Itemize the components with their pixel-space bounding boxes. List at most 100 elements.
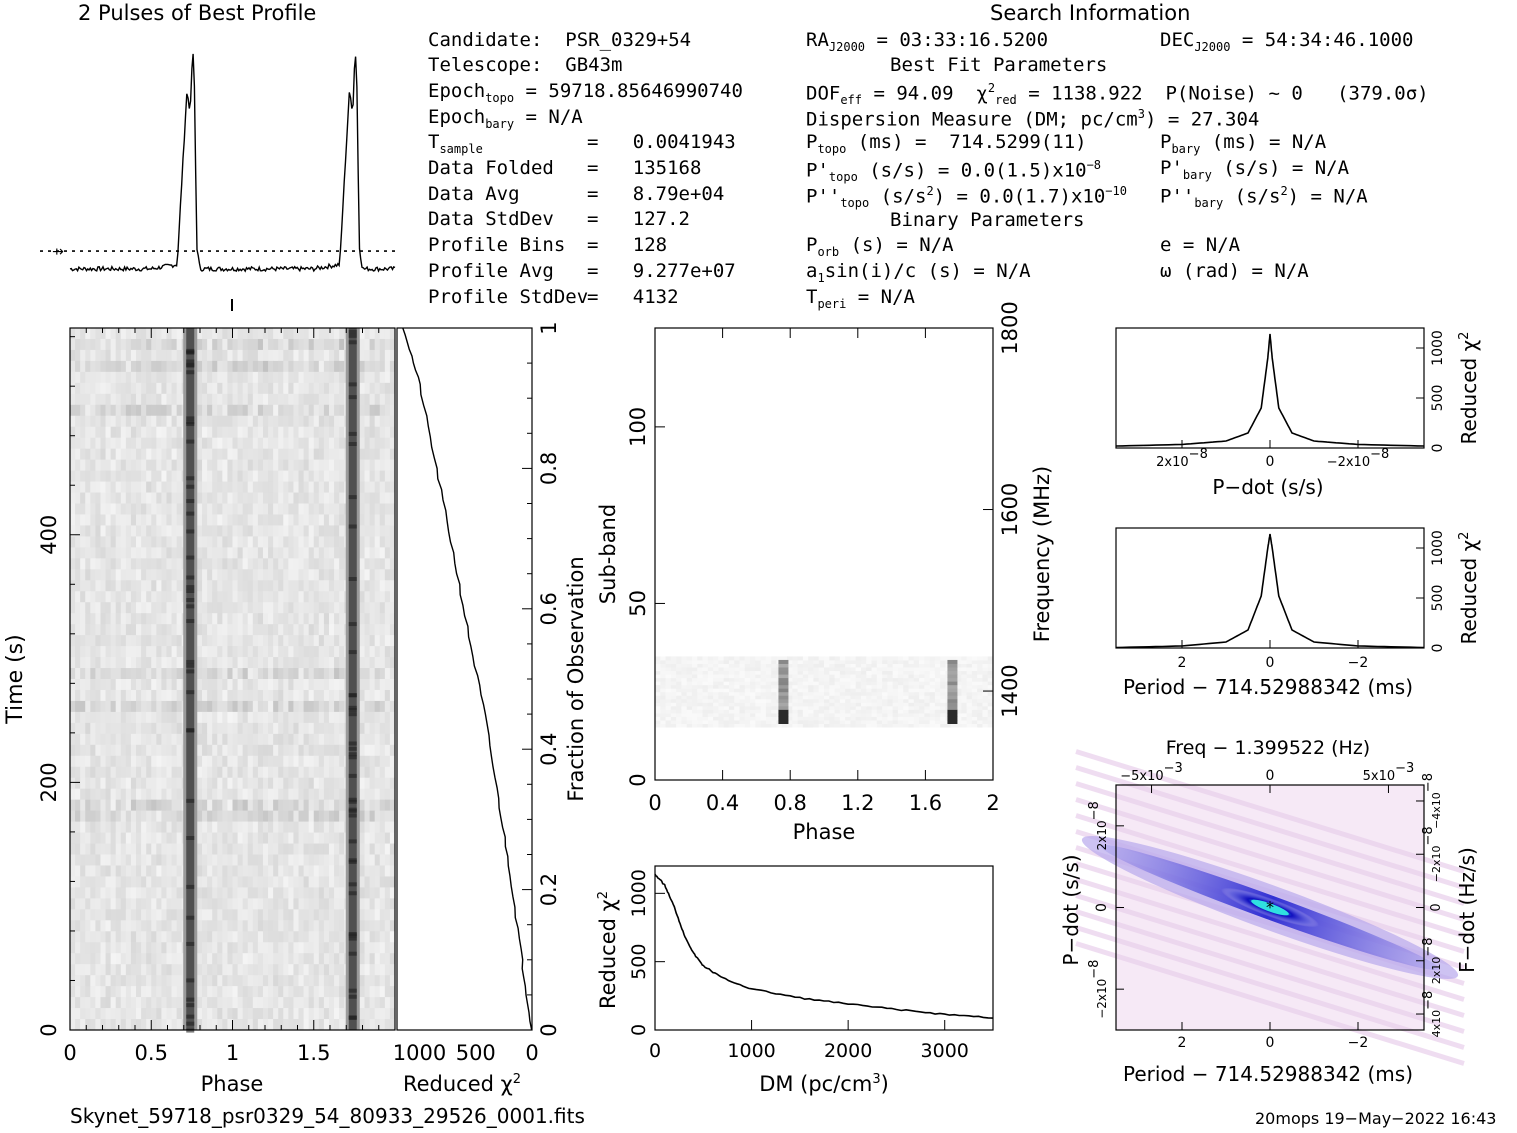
heatmap-cell — [136, 426, 142, 439]
heatmap-cell — [908, 712, 915, 717]
heatmap-cell — [247, 668, 254, 680]
heatmap-cell — [171, 404, 178, 417]
heatmap-cell — [196, 646, 203, 658]
heatmap-cell — [237, 360, 244, 373]
heatmap-cell — [318, 437, 325, 450]
heatmap-cell — [196, 679, 203, 691]
heatmap-cell — [90, 591, 96, 603]
heatmap-cell — [85, 843, 91, 855]
heatmap-cell — [374, 382, 381, 395]
heatmap-cell — [273, 679, 279, 691]
heatmap-cell — [855, 719, 862, 724]
heatmap-cell — [141, 799, 147, 812]
heatmap-cell — [328, 668, 335, 680]
heatmap-cell — [141, 426, 147, 439]
heatmap-cell — [328, 338, 335, 351]
heatmap-cell — [141, 459, 147, 472]
heatmap-cell — [166, 799, 173, 812]
heatmap-cell — [257, 766, 264, 779]
heatmap-cell — [100, 657, 107, 669]
heatmap-cell — [308, 942, 315, 954]
heatmap-cell — [268, 382, 274, 395]
heatmap-cell — [389, 1008, 396, 1020]
heatmap-cell — [929, 712, 936, 717]
heatmap-cell — [308, 997, 315, 1009]
heatmap-cell — [176, 525, 183, 537]
heatmap-cell — [924, 702, 931, 707]
heatmap-cell — [222, 492, 228, 504]
heatmap-cell — [318, 997, 325, 1009]
heatmap-cell — [166, 876, 173, 888]
heatmap-cell — [262, 349, 269, 362]
heatmap-cell — [283, 591, 289, 603]
heatmap-cell — [268, 1019, 274, 1031]
heatmap-cell — [956, 719, 962, 724]
heatmap-cell — [85, 393, 91, 406]
heatmap-cell — [268, 887, 274, 899]
heatmap-cell — [196, 744, 203, 757]
heatmap-cell — [293, 492, 300, 504]
heatmap-cell — [105, 920, 112, 932]
heatmap-cell — [924, 723, 931, 728]
heatmap-cell — [141, 986, 147, 998]
heatmap-cell — [120, 964, 127, 976]
heatmap-cell — [929, 698, 936, 703]
heatmap-cell — [359, 766, 366, 779]
heatmap-cell — [146, 964, 152, 976]
heatmap-cell — [141, 832, 147, 845]
heatmap-cell — [212, 700, 218, 713]
heatmap-cell — [125, 613, 132, 625]
heatmap-cell — [105, 810, 112, 823]
heatmap-cell — [85, 788, 91, 801]
profile-title: 2 Pulses of Best Profile — [78, 1, 317, 25]
heatmap-cell — [318, 865, 325, 877]
heatmap-cell — [379, 711, 386, 724]
heatmap-cell — [237, 657, 244, 669]
heatmap-cell — [100, 766, 107, 779]
heatmap-cell — [212, 338, 218, 351]
heatmap-cell — [171, 766, 178, 779]
porb-line: Porb (s) = N/A — [806, 234, 954, 259]
heatmap-cell — [855, 691, 862, 696]
heatmap-cell — [313, 591, 320, 603]
heatmap-cell — [125, 777, 132, 790]
heatmap-cell — [141, 328, 147, 340]
heatmap-cell — [257, 536, 264, 548]
heatmap-cell — [273, 635, 279, 647]
heatmap-cell — [379, 404, 386, 417]
heatmap-cell — [718, 695, 725, 700]
heatmap-cell — [273, 766, 279, 779]
heatmap-cell — [141, 953, 147, 965]
stat-label: Data Avg — [428, 182, 520, 205]
heatmap-cell — [156, 953, 162, 965]
heatmap-cell — [262, 942, 269, 954]
heatmap-cell — [903, 709, 909, 714]
heatmap-cell — [328, 788, 335, 801]
heatmap-cell — [262, 382, 269, 395]
heatmap-cell — [141, 843, 147, 855]
heatmap-cell — [328, 382, 335, 395]
heatmap-cell — [252, 558, 259, 570]
y-tick-label: 1 — [537, 321, 561, 334]
heatmap-cell — [359, 744, 366, 757]
heatmap-cell — [273, 569, 279, 581]
heatmap-cell — [110, 558, 117, 570]
heatmap-cell — [359, 404, 366, 417]
heatmap-cell — [105, 624, 112, 636]
heatmap-cell — [146, 920, 152, 932]
heatmap-cell — [222, 953, 228, 965]
heatmap-cell — [156, 404, 162, 417]
heatmap-cell — [212, 975, 218, 987]
heatmap-cell — [161, 1019, 167, 1031]
heatmap-cell — [115, 580, 122, 592]
heatmap-cell — [308, 525, 315, 537]
heatmap-cell — [303, 810, 310, 823]
heatmap-cell — [744, 705, 751, 710]
heatmap-cell — [364, 371, 371, 384]
heatmap-cell — [283, 426, 289, 439]
heatmap-cell — [359, 986, 366, 998]
heatmap-cell — [161, 711, 167, 724]
heatmap-cell — [237, 931, 244, 943]
pulse-band-speck — [348, 693, 357, 698]
heatmap-cell — [161, 898, 167, 910]
